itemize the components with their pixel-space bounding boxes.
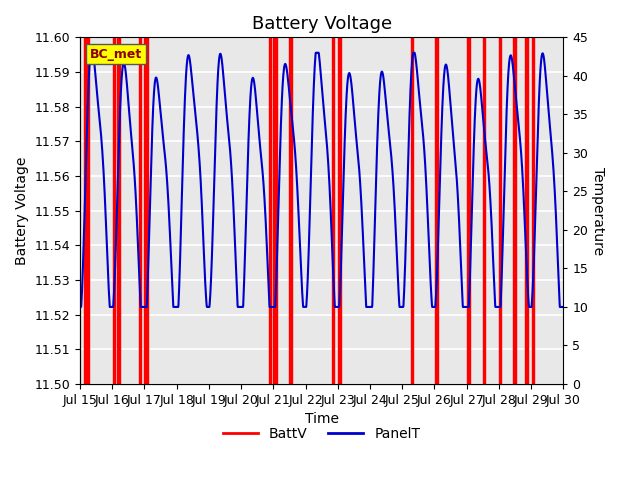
X-axis label: Time: Time xyxy=(305,412,339,426)
Bar xyxy=(338,37,341,384)
Y-axis label: Battery Voltage: Battery Voltage xyxy=(15,156,29,265)
Text: BC_met: BC_met xyxy=(90,48,142,61)
Bar xyxy=(525,37,528,384)
Bar xyxy=(269,37,271,384)
Bar xyxy=(84,37,86,384)
Bar xyxy=(467,37,470,384)
Bar xyxy=(332,37,335,384)
Legend: BattV, PanelT: BattV, PanelT xyxy=(218,421,426,446)
Bar xyxy=(87,37,89,384)
Bar xyxy=(289,37,292,384)
Bar xyxy=(532,37,534,384)
Bar xyxy=(435,37,438,384)
Bar xyxy=(513,37,516,384)
Bar xyxy=(113,37,115,384)
Bar xyxy=(145,37,148,384)
Bar xyxy=(139,37,141,384)
Bar xyxy=(411,37,413,384)
Bar xyxy=(273,37,276,384)
Title: Battery Voltage: Battery Voltage xyxy=(252,15,392,33)
Y-axis label: Temperature: Temperature xyxy=(591,167,605,255)
Bar xyxy=(483,37,485,384)
Bar xyxy=(499,37,501,384)
Bar xyxy=(117,37,120,384)
